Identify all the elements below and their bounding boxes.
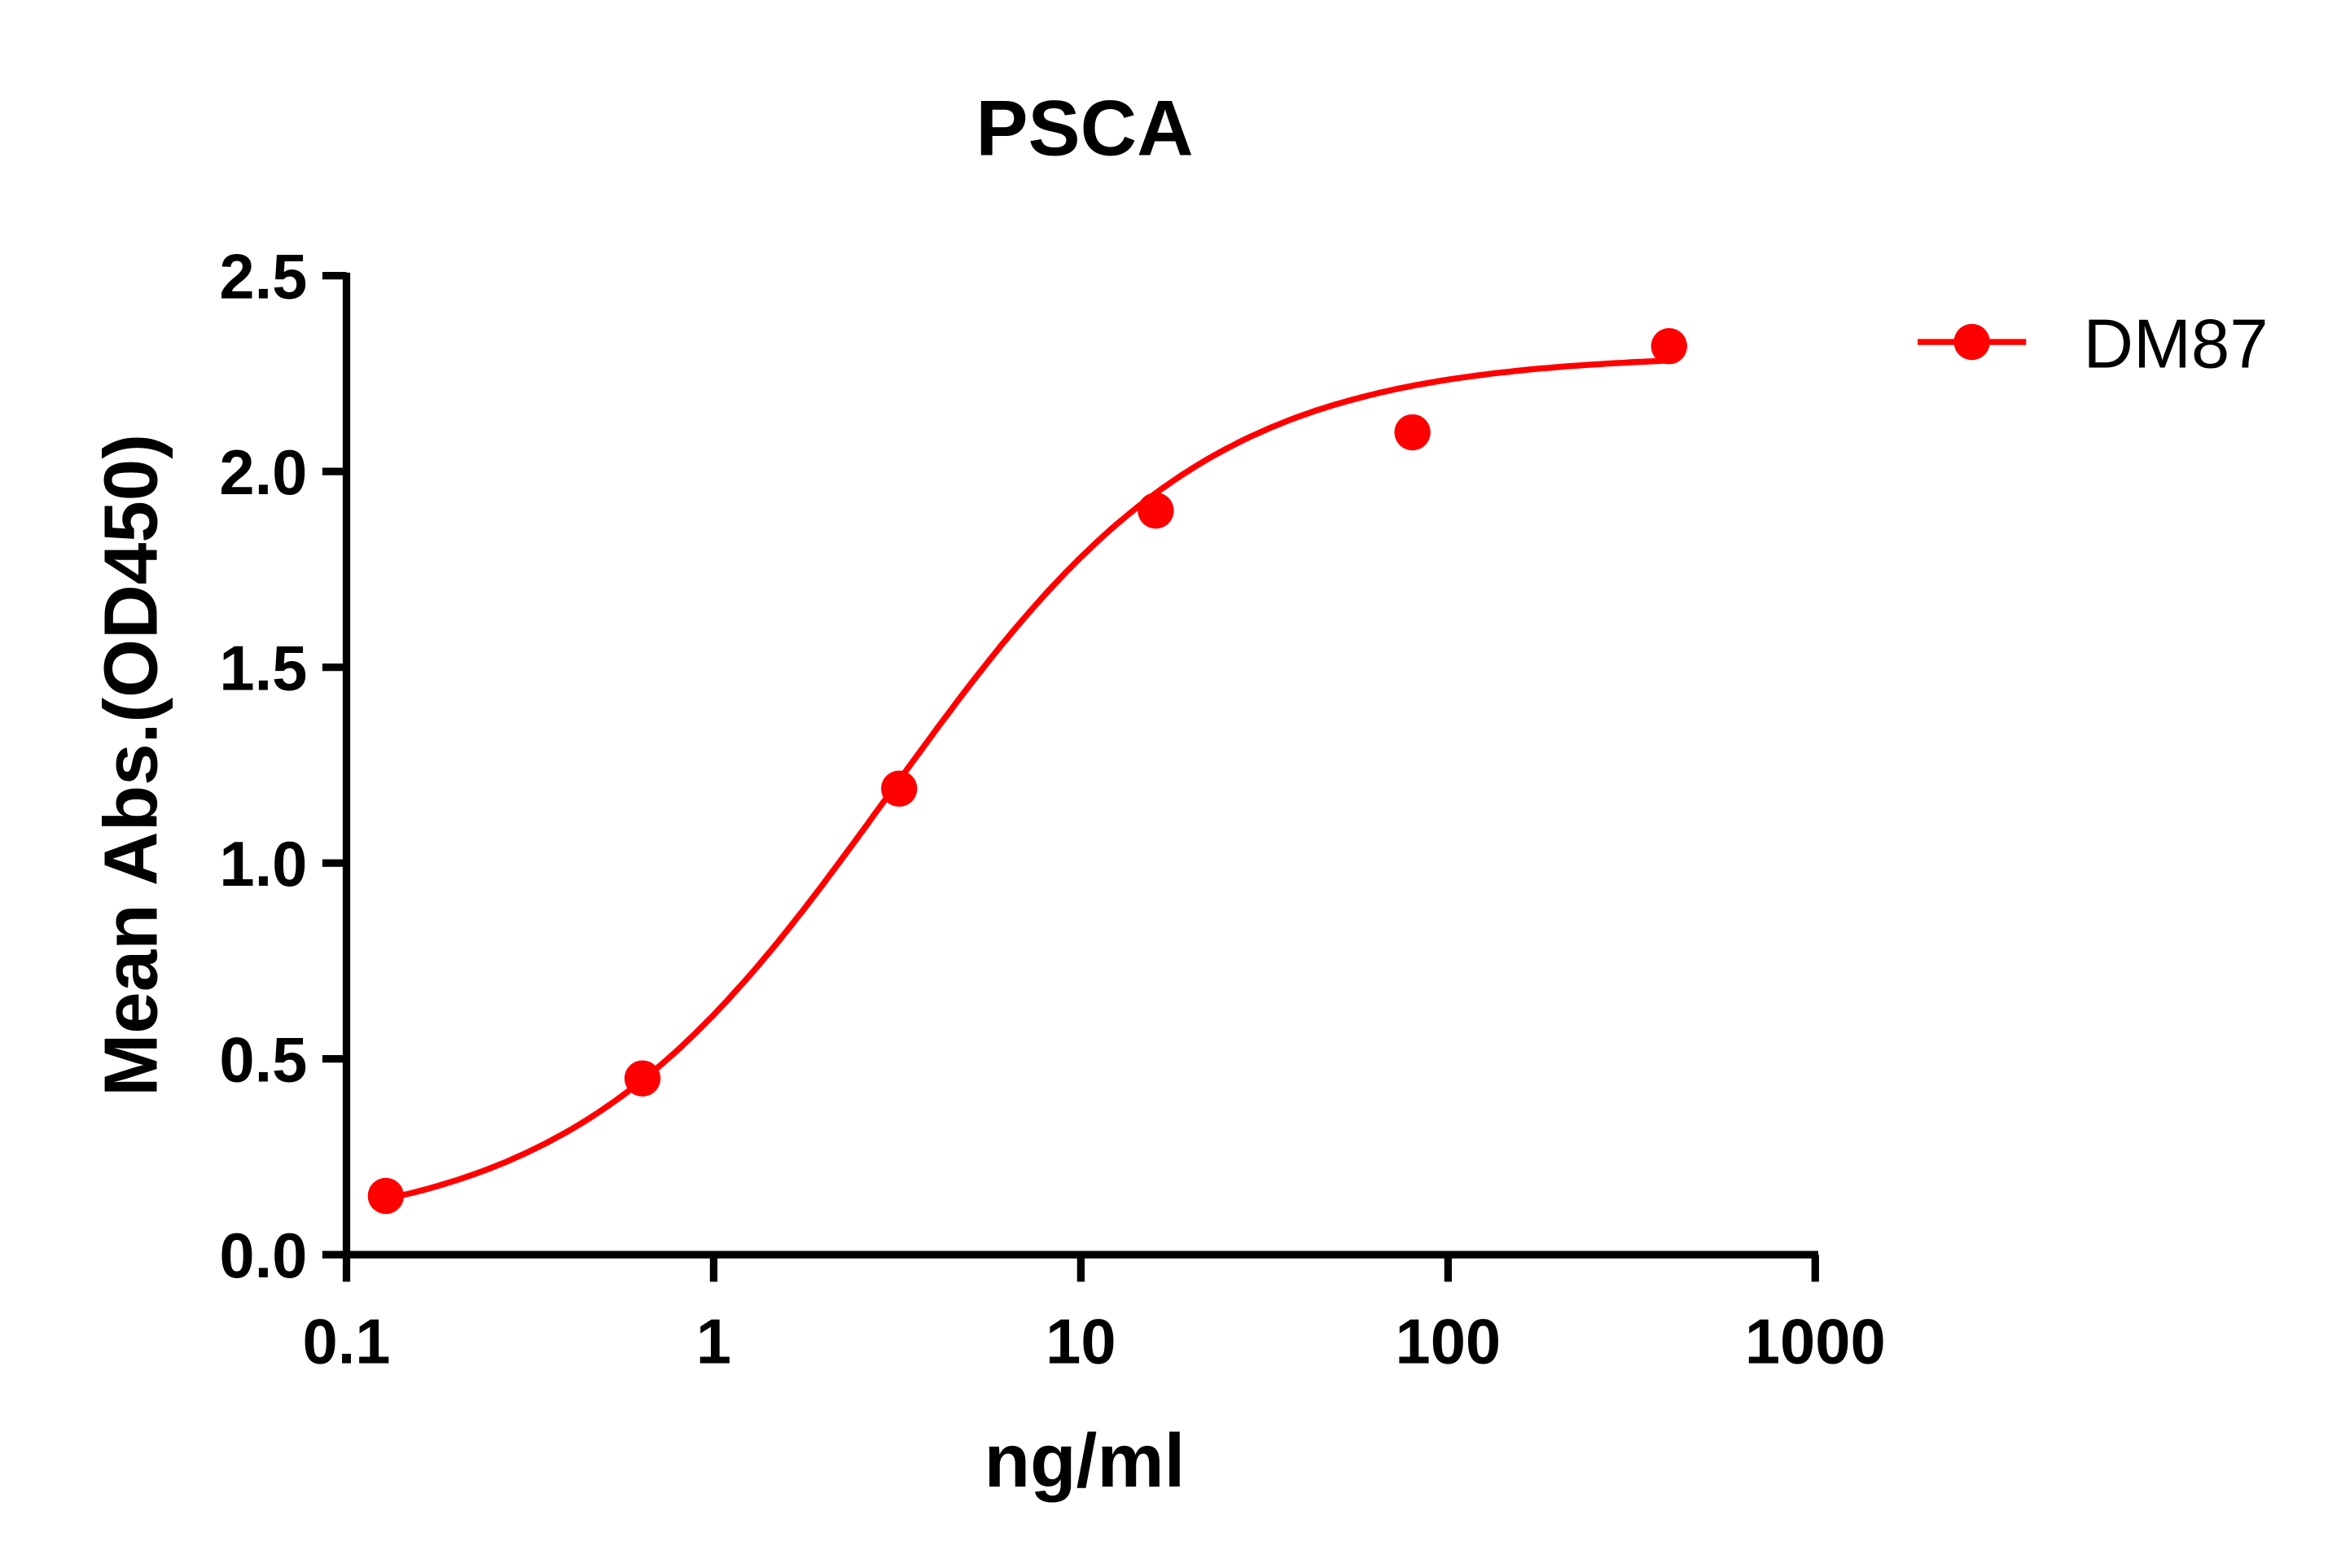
data-point <box>624 1060 661 1097</box>
fit-curve-layer <box>384 357 1669 1202</box>
x-tick-label: 10 <box>1046 1307 1116 1377</box>
x-tick-label: 0.1 <box>303 1307 391 1377</box>
data-point <box>1394 414 1431 451</box>
y-axis-label: Mean Abs.(OD450) <box>88 434 173 1097</box>
y-tick-label: 2.0 <box>219 438 307 508</box>
chart-title: PSCA <box>976 85 1193 173</box>
data-point <box>1651 328 1688 365</box>
legend-marker <box>1953 323 1990 361</box>
fit-curve <box>384 357 1669 1202</box>
y-tick-label: 1.5 <box>219 633 307 703</box>
legend-label: DM87 <box>2084 305 2269 383</box>
y-tick-label: 0.0 <box>219 1221 307 1291</box>
data-points <box>367 328 1688 1215</box>
y-tick-label: 1.0 <box>219 830 307 900</box>
y-tick-label: 2.5 <box>219 242 307 312</box>
x-tick-label: 1000 <box>1745 1307 1886 1377</box>
legend: DM87 <box>1918 305 2269 383</box>
data-point <box>881 770 918 807</box>
y-tick-label: 0.5 <box>219 1025 307 1095</box>
data-point <box>1138 493 1174 529</box>
data-point <box>367 1177 405 1215</box>
x-axis-label: ng/ml <box>984 1418 1186 1503</box>
x-tick-label: 1 <box>696 1307 731 1377</box>
x-tick-label: 100 <box>1396 1307 1502 1377</box>
axes: 0.0 0.5 1.0 1.5 2.0 2.5 0.1 1 10 100 1000 <box>219 242 1885 1377</box>
